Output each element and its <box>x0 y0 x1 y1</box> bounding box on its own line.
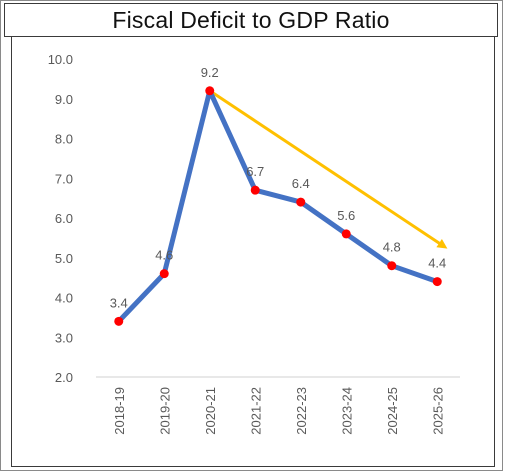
data-label: 6.7 <box>246 164 264 179</box>
y-tick-label: 10.0 <box>48 52 73 67</box>
x-tick-label: 2023-24 <box>339 387 354 435</box>
y-tick-label: 8.0 <box>55 132 73 147</box>
chart-title: Fiscal Deficit to GDP Ratio <box>112 6 390 33</box>
x-axis: 2018-19 2019-20 2020-21 2021-22 2022-23 2023-… <box>112 387 446 435</box>
data-point <box>387 261 397 271</box>
y-tick-label: 2.0 <box>55 370 73 385</box>
data-point <box>250 185 260 195</box>
data-label: 4.6 <box>155 248 173 263</box>
data-label: 9.2 <box>201 65 219 80</box>
y-tick-label: 9.0 <box>55 92 73 107</box>
data-label: 4.8 <box>383 240 401 255</box>
trend-arrow <box>208 89 448 249</box>
x-tick-label: 2021-22 <box>248 387 263 435</box>
data-point <box>205 86 215 96</box>
y-tick-label: 6.0 <box>55 211 73 226</box>
data-point <box>341 229 351 239</box>
x-tick-label: 2024-25 <box>385 387 400 435</box>
series-line <box>116 88 440 324</box>
data-point <box>114 316 124 326</box>
data-point <box>296 197 306 207</box>
data-point <box>159 269 169 279</box>
series-group <box>114 86 442 326</box>
data-label: 4.4 <box>428 256 446 271</box>
y-tick-label: 4.0 <box>55 291 73 306</box>
data-label: 5.6 <box>337 208 355 223</box>
chart-title-box: Fiscal Deficit to GDP Ratio <box>4 3 498 37</box>
y-tick-label: 5.0 <box>55 251 73 266</box>
trend-arrow-group <box>208 89 448 249</box>
data-label: 6.4 <box>292 176 310 191</box>
data-point <box>432 277 442 287</box>
data-labels-group: 3.4 4.6 9.2 6.7 6.4 5.6 4.8 4.4 <box>110 65 447 311</box>
x-tick-label: 2025-26 <box>430 387 445 435</box>
x-tick-label: 2019-20 <box>157 387 172 435</box>
x-tick-label: 2020-21 <box>203 387 218 435</box>
x-tick-label: 2018-19 <box>112 387 127 435</box>
y-tick-label: 7.0 <box>55 171 73 186</box>
y-axis: 2.0 3.0 4.0 5.0 6.0 7.0 8.0 9.0 10.0 <box>48 52 73 385</box>
plot-area-frame <box>11 37 495 467</box>
x-tick-label: 2022-23 <box>294 387 309 435</box>
data-label: 3.4 <box>110 295 128 310</box>
y-tick-label: 3.0 <box>55 330 73 345</box>
